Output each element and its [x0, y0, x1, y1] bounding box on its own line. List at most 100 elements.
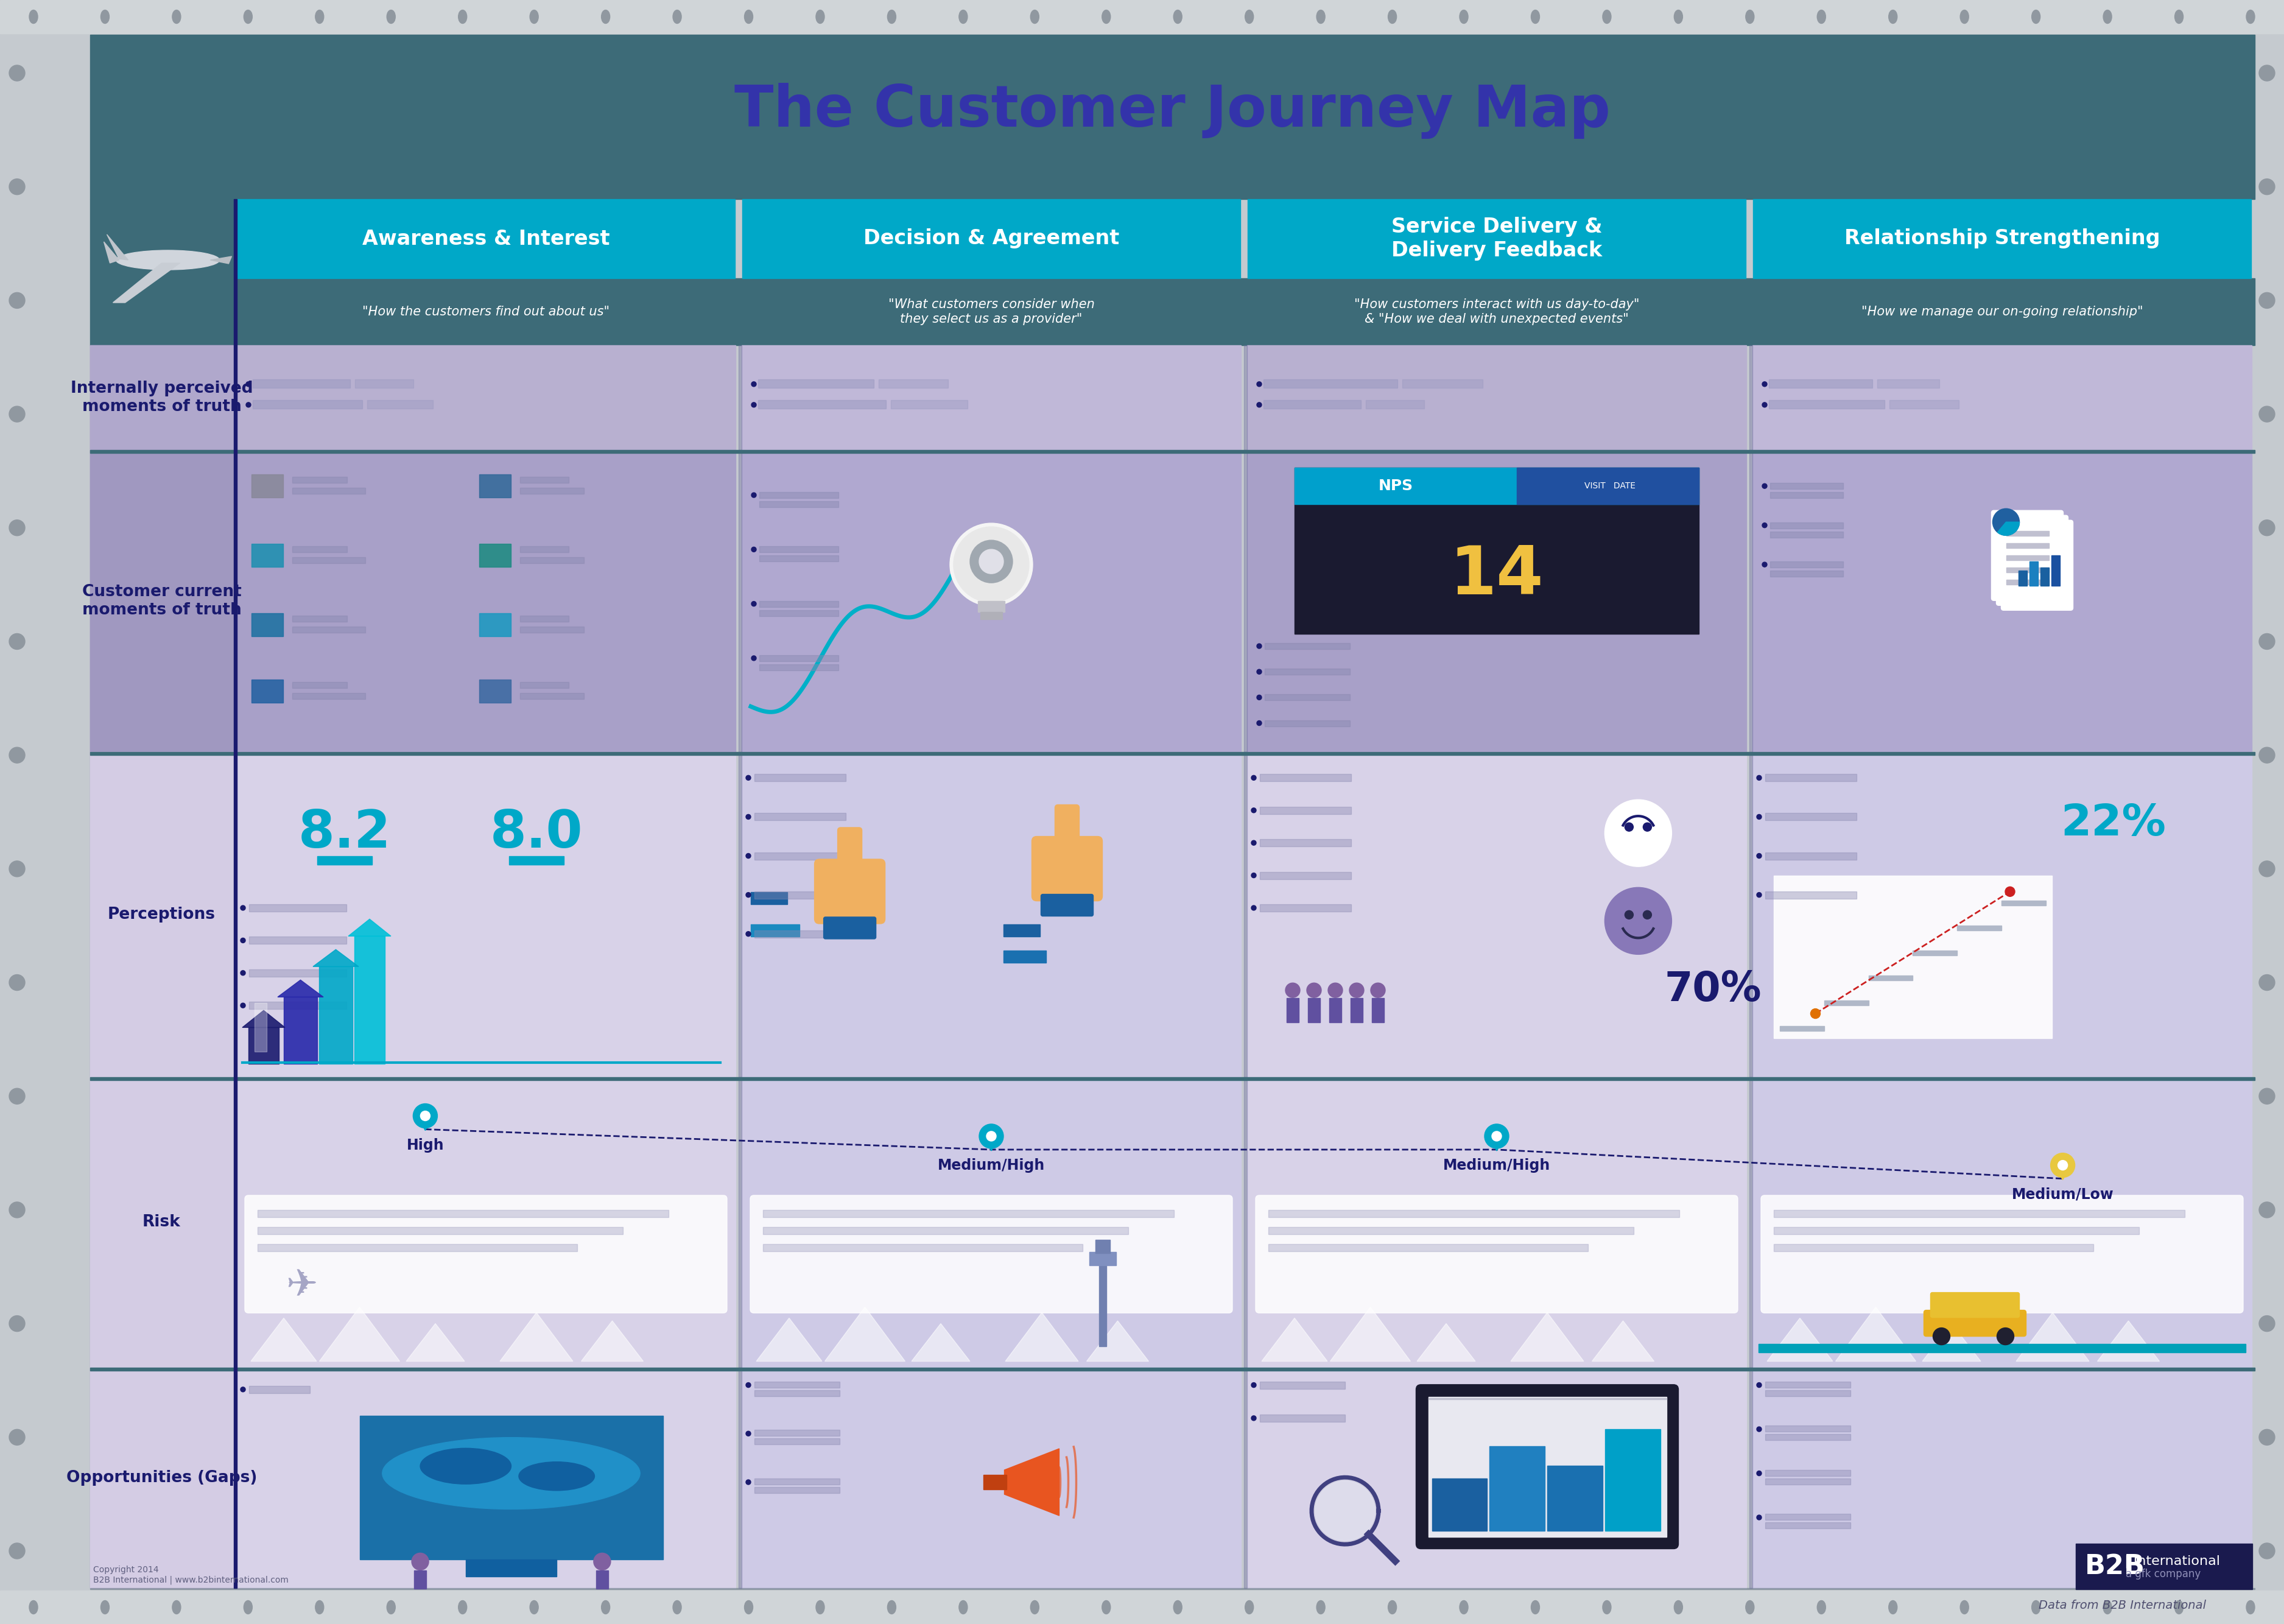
Ellipse shape: [1245, 1601, 1254, 1614]
Circle shape: [2058, 1161, 2067, 1171]
Circle shape: [2005, 887, 2014, 896]
Circle shape: [1756, 814, 1761, 818]
Text: | International: | International: [2124, 1556, 2220, 1569]
Bar: [1546, 1465, 1603, 1530]
Bar: [1432, 1478, 1487, 1530]
Circle shape: [9, 179, 25, 195]
Bar: [1268, 1244, 1587, 1252]
Bar: [982, 1475, 1007, 1489]
Bar: [758, 400, 886, 409]
Bar: [1752, 1077, 2252, 1367]
Bar: [521, 682, 569, 689]
Text: ✈: ✈: [286, 1268, 317, 1304]
Bar: [249, 937, 347, 944]
Bar: [1373, 999, 1384, 1023]
Bar: [1770, 531, 1843, 538]
Circle shape: [1763, 382, 1768, 387]
Bar: [1286, 999, 1300, 1023]
Bar: [758, 380, 875, 388]
Bar: [254, 400, 363, 409]
Bar: [413, 1570, 427, 1588]
Ellipse shape: [815, 1601, 825, 1614]
FancyBboxPatch shape: [1996, 515, 2067, 606]
Bar: [254, 1004, 267, 1052]
Bar: [1261, 775, 1352, 781]
Bar: [1752, 450, 2252, 752]
Bar: [1245, 1367, 1247, 1588]
Circle shape: [1252, 840, 1256, 844]
Bar: [1766, 1382, 1850, 1387]
Circle shape: [1256, 695, 1261, 700]
Bar: [1775, 1210, 2186, 1218]
Polygon shape: [347, 919, 391, 935]
Bar: [89, 200, 233, 346]
Ellipse shape: [2033, 10, 2040, 23]
Polygon shape: [251, 1319, 317, 1361]
Bar: [89, 752, 2254, 755]
Ellipse shape: [1459, 10, 1469, 23]
Bar: [480, 474, 512, 497]
Circle shape: [594, 1553, 610, 1570]
Circle shape: [1350, 983, 1364, 997]
Bar: [1489, 1445, 1544, 1530]
Polygon shape: [1592, 1320, 1654, 1361]
Ellipse shape: [530, 10, 539, 23]
Bar: [89, 752, 233, 1077]
Bar: [1750, 450, 1752, 752]
Bar: [738, 752, 742, 1077]
Circle shape: [9, 406, 25, 422]
Circle shape: [1763, 562, 1768, 567]
Circle shape: [240, 906, 244, 911]
Bar: [249, 1002, 347, 1009]
Ellipse shape: [1960, 10, 1969, 23]
Bar: [1775, 875, 2051, 1038]
Bar: [238, 200, 735, 278]
Bar: [2001, 900, 2046, 905]
Circle shape: [2259, 1202, 2275, 1218]
Ellipse shape: [30, 1601, 39, 1614]
Polygon shape: [407, 1324, 464, 1361]
Text: The Customer Journey Map: The Customer Journey Map: [735, 83, 1610, 138]
Circle shape: [1491, 1132, 1501, 1142]
Bar: [742, 346, 1240, 450]
Bar: [1268, 1228, 1633, 1234]
Bar: [258, 1228, 624, 1234]
Circle shape: [9, 1429, 25, 1445]
Bar: [754, 892, 845, 898]
Polygon shape: [320, 1307, 400, 1361]
Bar: [521, 693, 585, 700]
Ellipse shape: [100, 1601, 110, 1614]
Bar: [763, 1210, 1174, 1218]
Circle shape: [247, 403, 251, 408]
Bar: [758, 601, 838, 607]
Bar: [2076, 1544, 2252, 1590]
Text: B2B: B2B: [2085, 1554, 2145, 1580]
Ellipse shape: [1030, 1601, 1039, 1614]
Bar: [292, 557, 365, 564]
Text: Relationship Strengthening: Relationship Strengthening: [1843, 229, 2161, 248]
Bar: [758, 502, 838, 507]
Bar: [1265, 669, 1350, 676]
Circle shape: [1756, 1382, 1761, 1387]
Text: "How we manage our on-going relationship": "How we manage our on-going relationship…: [1861, 305, 2142, 318]
Polygon shape: [1836, 1307, 1916, 1361]
Bar: [1003, 924, 1039, 937]
Bar: [0, 0, 2284, 34]
Circle shape: [1763, 403, 1768, 408]
Bar: [742, 1077, 1240, 1367]
Bar: [1768, 380, 1873, 388]
Text: High: High: [407, 1138, 443, 1153]
Circle shape: [751, 492, 756, 497]
Text: "What customers consider when
they select us as a provider": "What customers consider when they selec…: [888, 299, 1094, 325]
Ellipse shape: [1674, 1601, 1683, 1614]
Ellipse shape: [2104, 1601, 2113, 1614]
Bar: [754, 1488, 841, 1492]
Bar: [1766, 853, 1857, 859]
Text: Opportunities (Gaps): Opportunities (Gaps): [66, 1470, 258, 1486]
Polygon shape: [1923, 1324, 1980, 1361]
Circle shape: [2259, 633, 2275, 650]
Circle shape: [1256, 382, 1261, 387]
Ellipse shape: [1674, 10, 1683, 23]
Bar: [1261, 1382, 1345, 1389]
Circle shape: [1763, 523, 1768, 528]
